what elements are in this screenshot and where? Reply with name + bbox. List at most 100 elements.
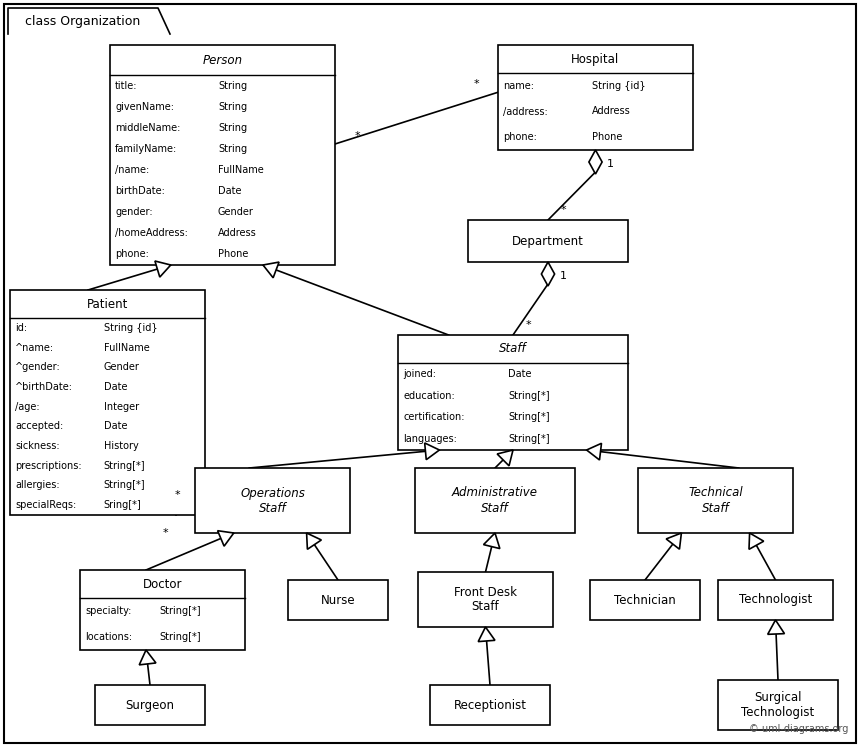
Text: phone:: phone: bbox=[115, 249, 149, 259]
Text: Sring[*]: Sring[*] bbox=[103, 500, 141, 510]
Bar bbox=[415, 468, 575, 533]
Text: FullName: FullName bbox=[103, 343, 150, 353]
Text: *: * bbox=[560, 205, 566, 215]
Text: String[*]: String[*] bbox=[159, 606, 201, 616]
Text: *: * bbox=[354, 131, 359, 141]
Text: Date: Date bbox=[218, 186, 242, 196]
Bar bbox=[430, 685, 550, 725]
Text: Front Desk
Staff: Front Desk Staff bbox=[454, 586, 517, 613]
Text: String[*]: String[*] bbox=[508, 391, 550, 400]
Text: String[*]: String[*] bbox=[508, 412, 550, 422]
Text: Patient: Patient bbox=[87, 297, 128, 311]
Polygon shape bbox=[8, 8, 170, 34]
Text: /name:: /name: bbox=[115, 165, 150, 175]
Text: Hospital: Hospital bbox=[571, 52, 619, 66]
Text: Address: Address bbox=[592, 107, 630, 117]
Text: education:: education: bbox=[403, 391, 455, 400]
Bar bbox=[718, 580, 833, 620]
Text: accepted:: accepted: bbox=[15, 421, 64, 431]
Bar bbox=[718, 680, 838, 730]
Text: id:: id: bbox=[15, 323, 28, 333]
Text: joined:: joined: bbox=[403, 369, 436, 379]
Text: Administrative
Staff: Administrative Staff bbox=[452, 486, 538, 515]
Text: String[*]: String[*] bbox=[103, 461, 145, 471]
Polygon shape bbox=[768, 620, 784, 634]
Text: middleName:: middleName: bbox=[115, 123, 181, 133]
Text: Nurse: Nurse bbox=[321, 594, 355, 607]
Text: locations:: locations: bbox=[85, 632, 132, 642]
Text: String: String bbox=[218, 144, 247, 154]
Polygon shape bbox=[497, 450, 513, 466]
Text: String {id}: String {id} bbox=[103, 323, 157, 333]
Text: title:: title: bbox=[115, 81, 138, 90]
Text: String[*]: String[*] bbox=[103, 480, 145, 491]
Text: Staff: Staff bbox=[499, 343, 527, 356]
Text: Receptionist: Receptionist bbox=[453, 698, 526, 711]
Text: ^gender:: ^gender: bbox=[15, 362, 61, 372]
Polygon shape bbox=[666, 533, 681, 549]
Polygon shape bbox=[478, 627, 495, 642]
Text: String[*]: String[*] bbox=[159, 632, 201, 642]
Text: /age:: /age: bbox=[15, 402, 40, 412]
Text: languages:: languages: bbox=[403, 434, 457, 444]
Text: Technician: Technician bbox=[614, 594, 676, 607]
Text: certification:: certification: bbox=[403, 412, 464, 422]
Polygon shape bbox=[218, 530, 234, 546]
Text: *: * bbox=[175, 490, 180, 500]
Bar bbox=[10, 290, 205, 515]
Text: Date: Date bbox=[103, 421, 127, 431]
Bar bbox=[468, 220, 628, 262]
Text: String[*]: String[*] bbox=[508, 434, 550, 444]
Text: FullName: FullName bbox=[218, 165, 264, 175]
Text: String {id}: String {id} bbox=[592, 81, 645, 91]
Text: gender:: gender: bbox=[115, 207, 152, 217]
Text: String: String bbox=[218, 123, 247, 133]
Text: /homeAddress:: /homeAddress: bbox=[115, 229, 187, 238]
Text: Address: Address bbox=[218, 229, 257, 238]
Text: *: * bbox=[525, 320, 531, 330]
Polygon shape bbox=[139, 650, 156, 665]
Text: class Organization: class Organization bbox=[26, 14, 141, 28]
Text: History: History bbox=[103, 441, 138, 451]
Polygon shape bbox=[749, 533, 764, 549]
Text: Phone: Phone bbox=[218, 249, 249, 259]
Text: String: String bbox=[218, 102, 247, 111]
Polygon shape bbox=[483, 533, 500, 548]
Bar bbox=[95, 685, 205, 725]
Text: *: * bbox=[473, 79, 479, 89]
Polygon shape bbox=[155, 261, 171, 277]
Polygon shape bbox=[425, 443, 439, 459]
Text: ^name:: ^name: bbox=[15, 343, 54, 353]
Text: givenName:: givenName: bbox=[115, 102, 174, 111]
Text: *: * bbox=[163, 528, 169, 538]
Text: 1: 1 bbox=[607, 159, 614, 169]
Text: Technical
Staff: Technical Staff bbox=[688, 486, 743, 515]
Text: birthDate:: birthDate: bbox=[115, 186, 165, 196]
Text: © uml-diagrams.org: © uml-diagrams.org bbox=[748, 724, 848, 734]
Text: specialty:: specialty: bbox=[85, 606, 132, 616]
Text: /address:: /address: bbox=[503, 107, 548, 117]
Text: Surgical
Technologist: Surgical Technologist bbox=[741, 691, 814, 719]
Text: Doctor: Doctor bbox=[143, 577, 182, 590]
Polygon shape bbox=[263, 262, 279, 278]
Polygon shape bbox=[542, 262, 555, 286]
Text: Gender: Gender bbox=[103, 362, 139, 372]
Bar bbox=[195, 468, 350, 533]
Bar bbox=[498, 45, 693, 150]
Text: Surgeon: Surgeon bbox=[126, 698, 175, 711]
Text: sickness:: sickness: bbox=[15, 441, 59, 451]
Text: Technologist: Technologist bbox=[739, 594, 812, 607]
Text: Operations
Staff: Operations Staff bbox=[240, 486, 305, 515]
Text: Phone: Phone bbox=[592, 132, 622, 142]
Bar bbox=[288, 580, 388, 620]
Bar bbox=[590, 580, 700, 620]
Text: String: String bbox=[218, 81, 247, 90]
Bar bbox=[398, 335, 628, 450]
Text: Date: Date bbox=[508, 369, 531, 379]
Text: ^birthDate:: ^birthDate: bbox=[15, 382, 73, 392]
Text: Department: Department bbox=[512, 235, 584, 247]
Bar bbox=[110, 45, 335, 265]
Text: phone:: phone: bbox=[503, 132, 537, 142]
Text: 1: 1 bbox=[560, 271, 567, 281]
Polygon shape bbox=[307, 533, 322, 549]
